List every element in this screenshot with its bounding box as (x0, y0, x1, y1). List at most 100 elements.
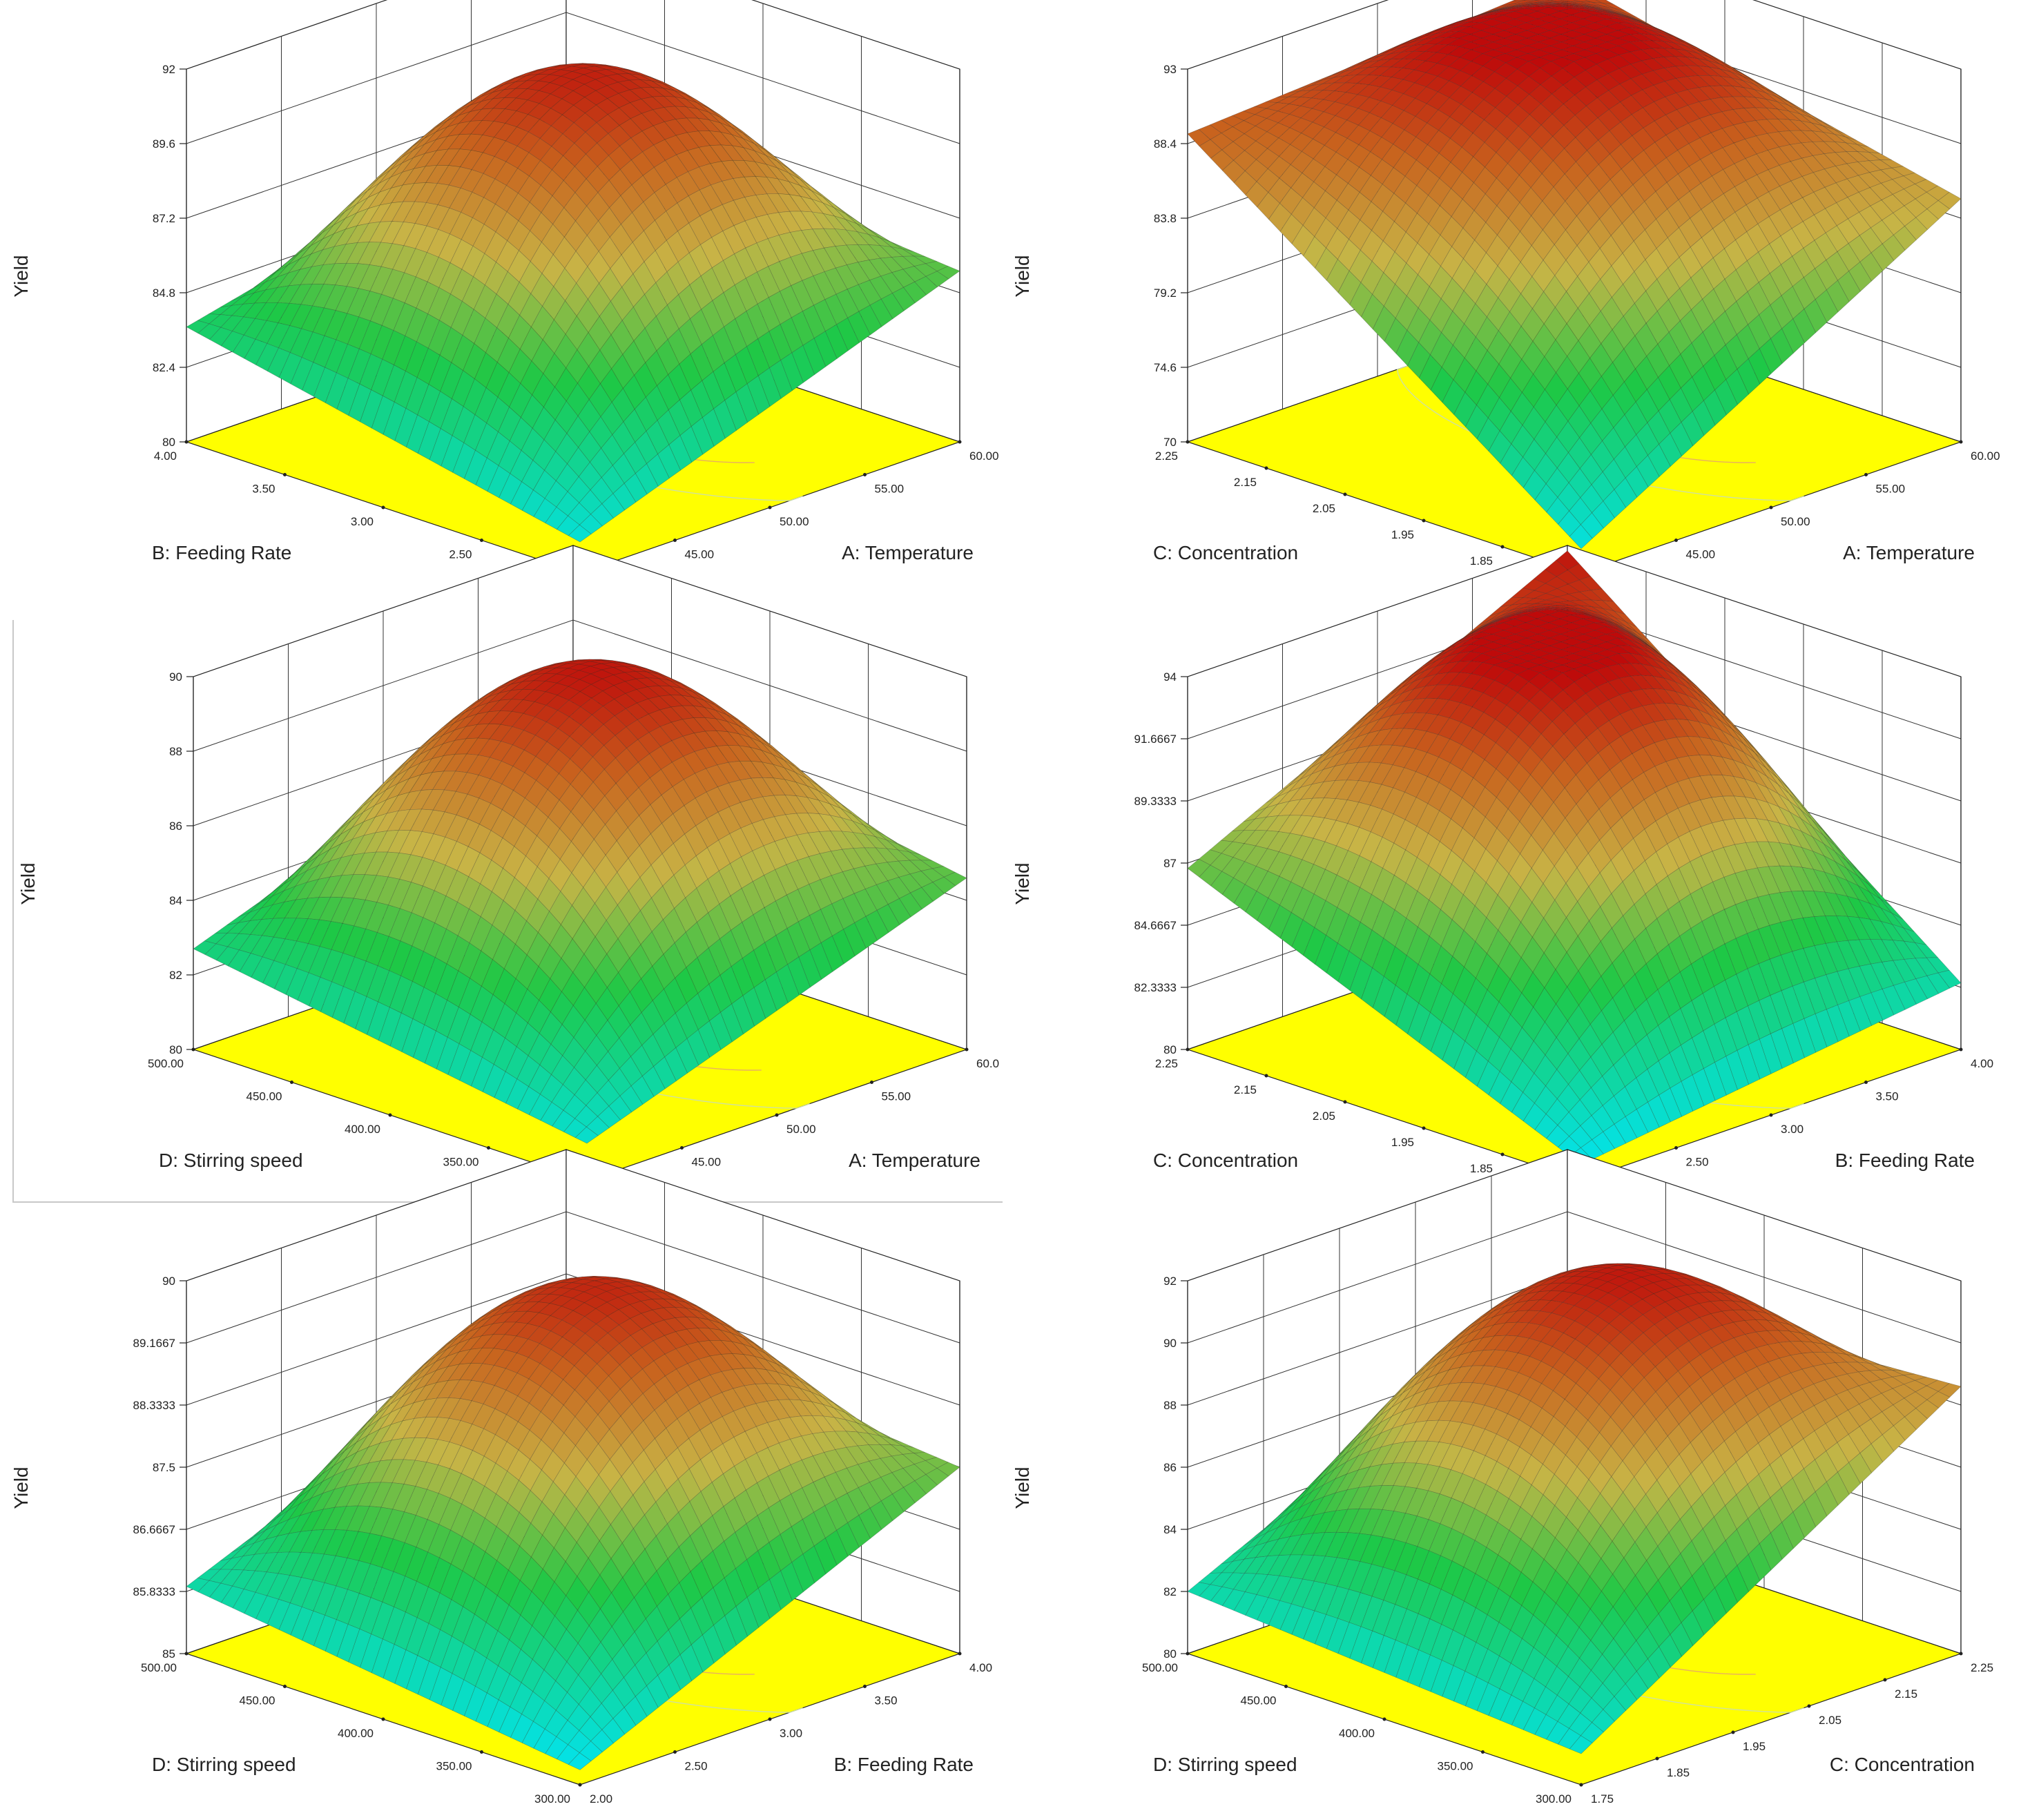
z-axis-title: Yield (10, 255, 32, 297)
surface-cell (1344, 59, 1368, 70)
x-tick-label: 2.15 (1234, 476, 1257, 489)
surface-cell (401, 138, 425, 158)
surface-cell (485, 262, 508, 295)
surface-cell (1347, 166, 1371, 193)
surface-cell (1657, 331, 1681, 367)
z-tick-label: 87.2 (153, 212, 175, 225)
surface-cell (1734, 869, 1759, 901)
x-tick (1422, 1126, 1426, 1130)
surface-cell (482, 121, 506, 138)
surface-cell (1638, 639, 1663, 656)
surface-cell (419, 743, 444, 764)
surface-cell (1500, 603, 1524, 613)
surface-cell (1356, 705, 1380, 726)
surface-cell (1702, 949, 1725, 987)
surface-cell (433, 811, 457, 838)
surface-cell (566, 659, 590, 662)
surface-cell (510, 680, 534, 691)
surface-cell (1412, 656, 1435, 675)
surface-cell (470, 1021, 494, 1058)
surface-cell (1743, 80, 1766, 93)
surface-cell (1614, 446, 1637, 478)
surface-cell (487, 690, 512, 704)
surface (1187, 0, 1962, 550)
surface-cell (646, 677, 671, 687)
surface-cell (1592, 501, 1615, 529)
surface-cell (1755, 119, 1779, 134)
surface-cell (1846, 175, 1870, 193)
x-axis-title: C: Concentration (1153, 1150, 1298, 1171)
surface-cell (341, 853, 365, 876)
surface-cell (1406, 274, 1430, 309)
surface-cell (1678, 191, 1702, 219)
surface-cell (425, 183, 449, 205)
surface-cell (265, 264, 289, 282)
surface-cell (274, 964, 298, 995)
surface-cell (1502, 8, 1526, 12)
surface-cell (1337, 951, 1362, 991)
surface-cell (775, 928, 800, 965)
surface-cell (722, 225, 746, 255)
surface-cell (1687, 719, 1711, 739)
surface-cell (1440, 850, 1464, 885)
surface-cell (1502, 612, 1525, 619)
surface-cell (1634, 290, 1658, 324)
y-tick-label: 3.50 (1876, 1090, 1899, 1103)
x-tick-label: 1.95 (1391, 528, 1414, 541)
surface-cell (1406, 964, 1431, 1004)
surface-cell (351, 797, 375, 820)
surface-cell (657, 444, 681, 479)
surface-cell (1427, 130, 1451, 154)
z-tick-label: 91.6667 (1134, 733, 1177, 746)
surface-cell (1701, 258, 1725, 289)
surface-cell (1437, 699, 1461, 719)
surface-cell (1366, 49, 1390, 60)
surface-cell (697, 130, 722, 146)
surface-cell (516, 1023, 540, 1056)
surface-cell (707, 870, 731, 904)
surface-cell (574, 1105, 599, 1127)
surface-cell (1659, 432, 1682, 467)
surface-cell (390, 150, 414, 171)
surface-cell (1355, 54, 1379, 65)
surface-cell (1324, 174, 1348, 201)
surface-cell (1467, 619, 1490, 635)
surface-cell (363, 813, 387, 836)
surface-cell (394, 408, 418, 448)
surface-cell (1435, 652, 1460, 667)
surface-cell (510, 671, 533, 682)
z-tick-label: 80 (169, 1043, 182, 1056)
surface-cell (1356, 710, 1380, 730)
surface-cell (503, 80, 528, 90)
surface-cell (357, 221, 381, 243)
surface-cell (485, 327, 509, 363)
surface-cell (448, 166, 472, 188)
y-tick (1959, 440, 1963, 444)
x-tick (388, 1113, 392, 1117)
surface-cell (1413, 666, 1437, 682)
chart-svg-2: 7074.679.283.888.4931.751.851.952.052.15… (1012, 0, 2000, 594)
z-tick-label: 84 (169, 894, 182, 907)
surface-cell (1423, 28, 1447, 37)
surface-cell (425, 164, 449, 184)
surface-cell (498, 675, 522, 688)
surface-cell (1380, 744, 1404, 766)
surface-cell (1370, 809, 1394, 838)
surface-cell (1498, 978, 1522, 1015)
surface-cell (1435, 643, 1458, 659)
surface-cell (1366, 693, 1391, 714)
surface-cell (1628, 27, 1652, 35)
surface-cell (1525, 609, 1548, 612)
surface-cell (1700, 153, 1724, 177)
surface-cell (1596, 666, 1620, 682)
x-tick-label: 2.25 (1155, 1057, 1178, 1070)
surface-cell (503, 75, 527, 85)
surface-cell (458, 120, 483, 135)
surface-cell (1590, 588, 1614, 602)
surface-cell (482, 1029, 505, 1065)
surface-cell (447, 111, 471, 128)
z-tick-label: 89.3333 (1134, 795, 1177, 808)
chart-panel-3: 808284868890300.00350.00400.00450.00500.… (7, 545, 1015, 1215)
surface-cell (1662, 656, 1685, 676)
z-tick-label: 80 (162, 436, 175, 449)
